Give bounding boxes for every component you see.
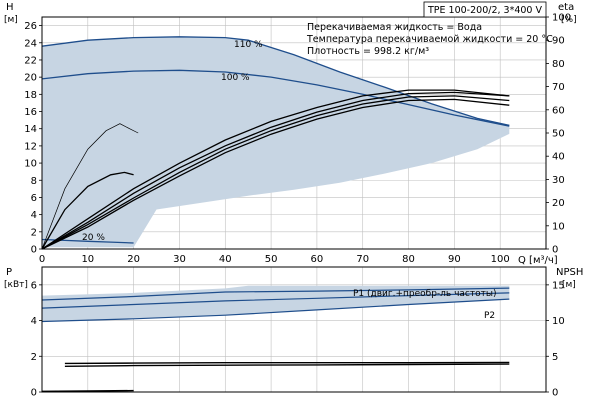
- head-region: [42, 36, 510, 248]
- curve-label-100: 100 %: [221, 73, 250, 83]
- eta-tick-label: 20: [552, 198, 565, 209]
- eta-curve-4: [41, 95, 510, 250]
- info-density: Плотность = 998.2 кг/м³: [307, 46, 429, 57]
- title-box: TPE 100-200/2, 3*400 V: [423, 1, 547, 18]
- eta-curve-2: [41, 89, 510, 250]
- power-region: [42, 285, 510, 321]
- npsh-tick-label: 5: [552, 352, 558, 363]
- head-tick-label: 22: [24, 55, 37, 66]
- head-tick-label: 26: [24, 21, 37, 32]
- info-liquid: Перекачиваемая жидкость = Вода: [307, 22, 482, 33]
- x-tick-label: 0: [39, 254, 45, 265]
- curve-label-20: 20 %: [82, 233, 105, 243]
- head-tick-label: 12: [24, 141, 37, 152]
- head-tick-label: 0: [31, 245, 37, 256]
- power-axis-unit: [кВт]: [4, 280, 28, 290]
- x-tick-label: 20: [127, 254, 140, 265]
- power-curve-1: [41, 292, 510, 309]
- x-tick-label: 40: [219, 254, 232, 265]
- npsh-axis-label: NPSH: [556, 267, 583, 278]
- head-tick-label: 18: [24, 90, 37, 101]
- title-frame: [423, 1, 547, 18]
- head-axis-unit: [м]: [4, 15, 18, 25]
- head-axis-label: H: [6, 2, 14, 13]
- power-curve-2: [41, 298, 510, 323]
- eta-tick-label: 70: [552, 82, 565, 93]
- power-panel-frame: [41, 266, 547, 393]
- info-temperature: Температура перекачиваемой жидкости = 20…: [306, 34, 553, 45]
- eta-axis-unit: [%]: [561, 15, 577, 25]
- eta-tick-label: 10: [552, 221, 565, 232]
- head-tick-label: 8: [31, 176, 37, 187]
- x-tick-label: 30: [173, 254, 186, 265]
- x-tick-label: 70: [356, 254, 369, 265]
- head-tick-label: 2: [31, 227, 37, 238]
- curve-label-p1: P1 (двиг.+преобр-ль частоты): [353, 289, 497, 299]
- power-tick-label: 2: [31, 352, 37, 363]
- tick-labels: 0 10 20 30 40 50 60 70 80 90 100024681012141618202…: [24, 13, 571, 399]
- x-tick-label: 100: [491, 254, 510, 265]
- eta-tick-label: 30: [552, 175, 565, 186]
- eta-tick-label: 0: [552, 245, 558, 256]
- x-tick-label: 60: [311, 254, 324, 265]
- eta-tick-label: 60: [552, 105, 565, 116]
- flow-axis-label: Q [м³/ч]: [518, 255, 558, 266]
- head-curve-1: [41, 69, 510, 127]
- eta-tick-label: 100: [552, 13, 571, 24]
- npsh-curve-0: [64, 361, 510, 365]
- curve-labels: 110 % 100 % 20 % P1 (двиг.+преобр-ль час…: [82, 40, 497, 321]
- npsh-tick-label: 0: [552, 388, 558, 399]
- axis-titles: H [м] eta [%] Q [м³/ч] P [кВт] NPSH [м]: [4, 2, 583, 290]
- x-tick-label: 50: [265, 254, 278, 265]
- eta-tick-label: 40: [552, 152, 565, 163]
- head-tick-label: 6: [31, 193, 37, 204]
- npsh-tick-label: 15: [552, 280, 565, 291]
- head-curve-0: [41, 36, 510, 126]
- eta-curve-5: [41, 98, 510, 250]
- curve-label-p2: P2: [484, 311, 495, 321]
- head-tick-label: 20: [24, 73, 37, 84]
- eta-tick-label: 50: [552, 129, 565, 140]
- operating-region: [42, 36, 510, 321]
- power-tick-label: 6: [31, 280, 37, 291]
- head-tick-label: 16: [24, 107, 37, 118]
- power-tick-label: 4: [31, 316, 37, 327]
- eta-curve-3: [41, 91, 510, 250]
- head-tick-label: 10: [24, 159, 37, 170]
- curve-label-110: 110 %: [234, 40, 263, 50]
- eta-curve-0: [41, 123, 139, 250]
- eta-tick-label: 80: [552, 59, 565, 70]
- head-tick-label: 24: [24, 38, 37, 49]
- liquid-info: Перекачиваемая жидкость = Вода Температу…: [306, 22, 553, 57]
- power-curve-0: [41, 287, 510, 301]
- head-tick-label: 14: [24, 124, 37, 135]
- x-tick-label: 90: [448, 254, 461, 265]
- curves: [41, 36, 510, 392]
- npsh-curve-1: [64, 363, 510, 367]
- eta-axis-label: eta: [558, 2, 574, 13]
- chart-title: TPE 100-200/2, 3*400 V: [427, 5, 542, 16]
- npsh-tick-label: 10: [552, 316, 565, 327]
- npsh-axis-unit: [м]: [562, 280, 576, 290]
- eta-curve-1: [41, 171, 134, 250]
- x-tick-label: 80: [402, 254, 415, 265]
- x-tick-label: 10: [81, 254, 94, 265]
- head-tick-label: 4: [31, 210, 37, 221]
- power-axis-label: P: [6, 267, 12, 278]
- npsh-curve-2: [41, 389, 134, 392]
- eta-tick-label: 90: [552, 36, 565, 47]
- power-tick-label: 0: [31, 388, 37, 399]
